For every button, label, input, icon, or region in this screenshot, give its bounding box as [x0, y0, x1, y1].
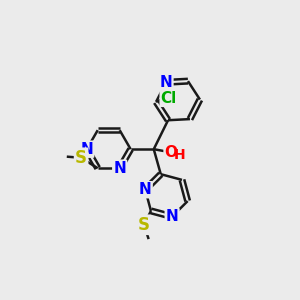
Text: N: N	[113, 161, 126, 176]
Text: O: O	[165, 145, 178, 160]
Text: S: S	[75, 149, 87, 167]
Text: N: N	[139, 182, 152, 197]
Text: N: N	[80, 142, 93, 157]
Text: N: N	[166, 209, 178, 224]
Text: N: N	[160, 75, 172, 90]
Text: Cl: Cl	[161, 91, 177, 106]
Text: H: H	[174, 148, 186, 162]
Text: S: S	[138, 216, 150, 234]
